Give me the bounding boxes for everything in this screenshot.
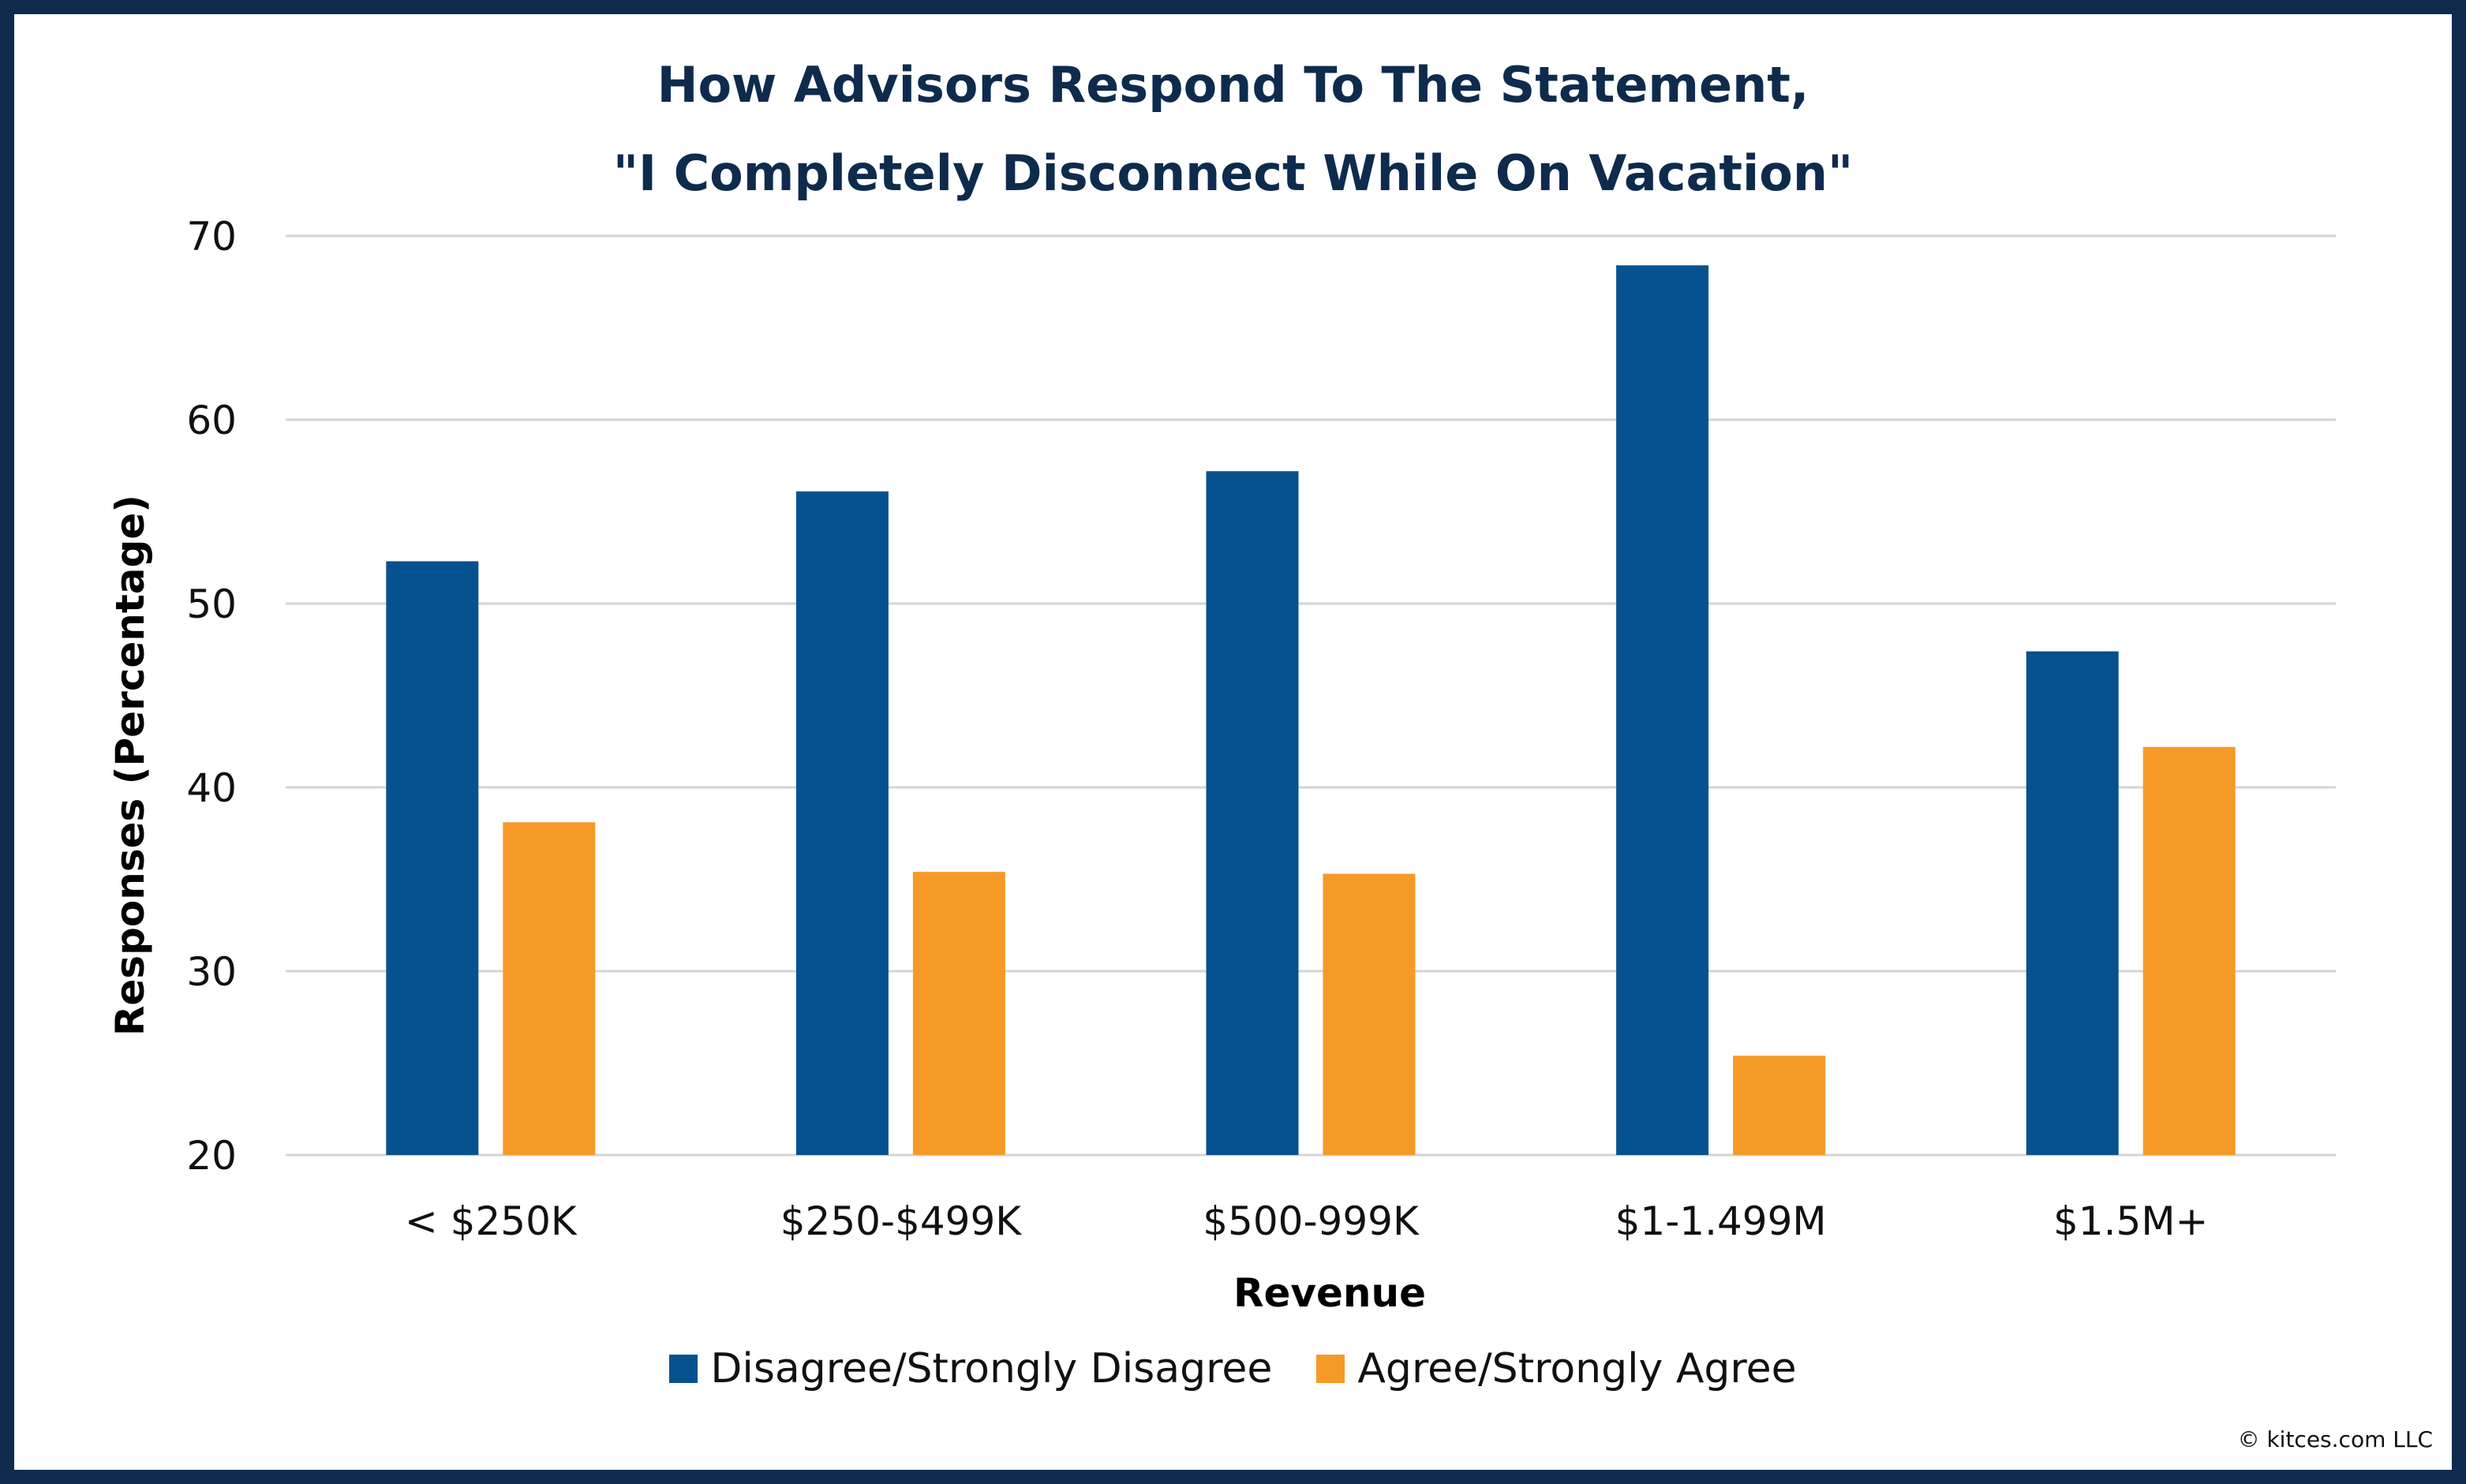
bar-disagree <box>1616 265 1709 1155</box>
x-axis-label: Revenue <box>1233 1270 1426 1316</box>
legend-label-agree: Agree/Strongly Agree <box>1357 1345 1797 1392</box>
legend: Disagree/Strongly Disagree Agree/Strongl… <box>0 1345 2466 1392</box>
x-tick-label: < $250K <box>405 1198 578 1244</box>
chart-title-line-1: How Advisors Respond To The Statement, <box>657 56 1809 114</box>
bar-agree <box>2142 746 2236 1155</box>
x-tick-label: $250-$499K <box>780 1198 1023 1244</box>
y-tick-label: 30 <box>186 949 237 995</box>
bars <box>386 265 2236 1155</box>
bar-agree <box>912 872 1005 1155</box>
y-tick-label: 50 <box>186 581 237 627</box>
bar-agree <box>1323 873 1416 1155</box>
legend-swatch-disagree <box>669 1355 698 1383</box>
x-tick-label: $1-1.499M <box>1615 1198 1827 1244</box>
y-tick-labels: 20 30 40 50 60 70 <box>186 214 237 1179</box>
bar-agree <box>1733 1056 1826 1155</box>
y-tick-label: 60 <box>186 398 237 443</box>
y-axis-label: Responses (Percentage) <box>107 495 153 1036</box>
bar-agree <box>503 822 596 1155</box>
legend-item-agree: Agree/Strongly Agree <box>1316 1345 1797 1392</box>
chart-title: How Advisors Respond To The Statement, "… <box>0 41 2466 218</box>
chart-title-line-2: "I Completely Disconnect While On Vacati… <box>612 144 1854 202</box>
x-tick-label: $500-999K <box>1203 1198 1420 1244</box>
x-tick-label: $1.5M+ <box>2053 1198 2208 1244</box>
y-tick-label: 40 <box>186 765 237 811</box>
y-tick-label: 20 <box>186 1133 237 1179</box>
legend-swatch-agree <box>1316 1355 1345 1383</box>
gridlines <box>286 234 2336 1157</box>
x-tick-labels: < $250K $250-$499K $500-999K $1-1.499M $1.5M… <box>405 1198 2209 1244</box>
bar-disagree <box>2026 651 2119 1155</box>
legend-item-disagree: Disagree/Strongly Disagree <box>669 1345 1272 1392</box>
bar-disagree <box>1206 471 1299 1155</box>
copyright-notice: © kitces.com LLC <box>2237 1426 2433 1452</box>
bar-disagree <box>795 491 889 1155</box>
y-tick-label: 70 <box>186 214 237 260</box>
legend-label-disagree: Disagree/Strongly Disagree <box>710 1345 1273 1392</box>
bar-disagree <box>386 561 479 1155</box>
